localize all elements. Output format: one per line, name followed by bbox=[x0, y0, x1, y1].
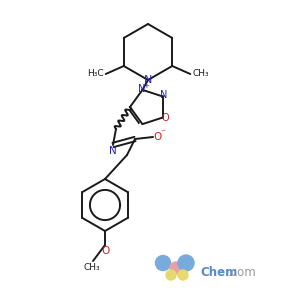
Circle shape bbox=[178, 270, 188, 280]
Text: O: O bbox=[153, 132, 161, 142]
Text: .com: .com bbox=[228, 266, 257, 278]
Text: H₃C: H₃C bbox=[87, 70, 104, 79]
Text: N: N bbox=[144, 75, 152, 85]
Circle shape bbox=[155, 256, 170, 271]
Text: +: + bbox=[143, 83, 149, 89]
Text: O: O bbox=[101, 246, 109, 256]
Text: CH₃: CH₃ bbox=[192, 70, 209, 79]
Text: ⁻: ⁻ bbox=[160, 128, 166, 138]
Circle shape bbox=[178, 255, 194, 271]
Circle shape bbox=[166, 270, 176, 280]
Text: CH₃: CH₃ bbox=[84, 263, 100, 272]
Text: Chem: Chem bbox=[200, 266, 237, 278]
Text: N: N bbox=[109, 146, 117, 156]
Text: N: N bbox=[160, 90, 167, 100]
Text: O: O bbox=[162, 112, 170, 123]
Text: N: N bbox=[138, 84, 145, 94]
Circle shape bbox=[170, 262, 182, 274]
